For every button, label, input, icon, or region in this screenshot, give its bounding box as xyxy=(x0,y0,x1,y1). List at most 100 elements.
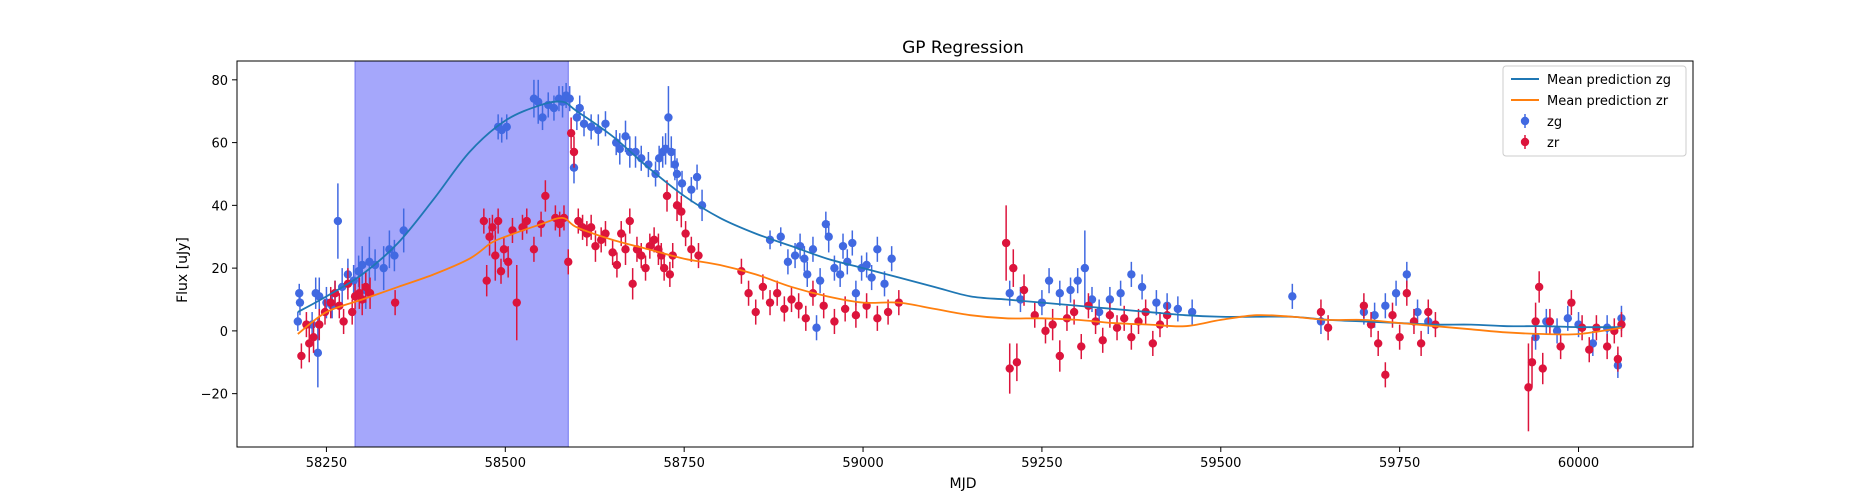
point-zr xyxy=(1538,364,1547,373)
point-zr xyxy=(586,223,596,232)
point-zg xyxy=(631,147,640,157)
point-zr xyxy=(1098,336,1107,345)
point-zr xyxy=(1323,323,1333,332)
point-zr xyxy=(659,263,669,273)
point-zr xyxy=(493,216,503,226)
point-zg xyxy=(565,94,574,103)
point-zr xyxy=(512,298,521,307)
point-zg xyxy=(385,245,394,254)
point-zr xyxy=(305,339,314,348)
point-zr xyxy=(1062,314,1072,323)
point-zr xyxy=(1127,332,1136,342)
point-zg xyxy=(1391,289,1401,298)
point-zr xyxy=(621,245,630,254)
point-zg xyxy=(1073,276,1082,285)
point-zr xyxy=(1316,307,1326,317)
point-zr xyxy=(1524,383,1533,392)
axes: 58250 58500 58750 59000 59250 59500 59750 60000… xyxy=(201,60,1694,471)
point-zg xyxy=(1127,270,1136,279)
point-zr xyxy=(694,251,703,260)
point-zg xyxy=(1105,295,1115,304)
x-axis-label: MJD xyxy=(950,476,977,492)
x-tick-label: 59750 xyxy=(1379,456,1420,471)
point-zg xyxy=(1588,339,1598,348)
point-zg xyxy=(1288,292,1297,301)
point-zr xyxy=(1105,310,1115,320)
point-zr xyxy=(794,301,803,310)
point-zr xyxy=(1019,285,1029,295)
point-zg xyxy=(848,238,857,248)
point-zr xyxy=(1602,342,1612,351)
point-zg xyxy=(1381,301,1390,310)
point-zg xyxy=(586,122,596,132)
point-zg xyxy=(1094,307,1104,317)
point-zr xyxy=(641,263,650,273)
point-zr xyxy=(677,207,686,216)
point-zr xyxy=(1359,301,1369,310)
point-zr xyxy=(787,295,796,304)
point-zr xyxy=(665,270,675,279)
point-zg xyxy=(824,232,833,241)
point-zg xyxy=(1005,289,1014,298)
point-zr xyxy=(1041,326,1050,336)
point-zg xyxy=(812,323,821,332)
point-zg xyxy=(1137,282,1147,292)
point-zr xyxy=(649,235,659,245)
point-zg xyxy=(1370,310,1379,320)
point-zr xyxy=(488,223,497,232)
point-zr xyxy=(1084,301,1093,310)
point-zg xyxy=(887,254,896,263)
point-zg xyxy=(399,226,408,235)
point-zg xyxy=(783,257,793,267)
point-zr xyxy=(681,229,690,238)
point-zr xyxy=(574,216,583,226)
point-zg xyxy=(851,289,861,298)
point-zr xyxy=(662,191,672,201)
point-zr xyxy=(617,229,626,238)
point-zg xyxy=(867,273,876,282)
point-zr xyxy=(744,289,753,298)
x-tick-label: 58500 xyxy=(485,456,526,471)
point-zr xyxy=(499,245,509,254)
point-zr xyxy=(819,301,828,310)
point-zr xyxy=(1009,263,1018,273)
point-zg xyxy=(654,154,664,163)
x-tick-label: 59500 xyxy=(1200,456,1241,471)
legend-label: Mean prediction zg xyxy=(1547,73,1671,88)
point-zg xyxy=(502,122,511,132)
y-axis-label: Flux [uJy] xyxy=(175,237,191,303)
point-zg xyxy=(692,172,702,182)
legend: Mean prediction zg Mean prediction zr zg zr xyxy=(1502,65,1687,157)
point-zg xyxy=(1087,295,1097,304)
point-zg xyxy=(354,267,363,276)
point-zg xyxy=(615,144,624,154)
point-zr xyxy=(612,260,622,270)
point-zr xyxy=(687,245,696,254)
point-zr xyxy=(830,317,839,326)
point-zg xyxy=(672,169,682,179)
legend-label: Mean prediction zr xyxy=(1547,94,1669,109)
point-zg xyxy=(538,113,547,122)
chart-title: GP Regression xyxy=(902,38,1024,58)
legend-label: zg xyxy=(1547,115,1562,130)
point-zr xyxy=(1613,354,1623,364)
x-tick-label: 60000 xyxy=(1558,456,1599,471)
point-zr xyxy=(873,314,882,323)
point-zr xyxy=(772,289,782,298)
point-zg xyxy=(776,232,785,241)
legend-label: zr xyxy=(1547,136,1560,151)
point-zr xyxy=(315,320,324,329)
point-zr xyxy=(347,307,357,317)
point-zr xyxy=(302,320,311,329)
point-zr xyxy=(541,191,550,201)
point-zg xyxy=(800,254,809,263)
point-zr xyxy=(503,257,513,267)
point-zr xyxy=(637,251,646,260)
point-zr xyxy=(1381,370,1390,380)
x-tick-label: 58250 xyxy=(306,456,347,471)
point-zr xyxy=(555,219,564,229)
legend-point-marker xyxy=(1520,137,1530,147)
x-tick-label: 59000 xyxy=(842,456,883,471)
point-zr xyxy=(1556,342,1565,351)
point-zr xyxy=(1534,282,1544,292)
